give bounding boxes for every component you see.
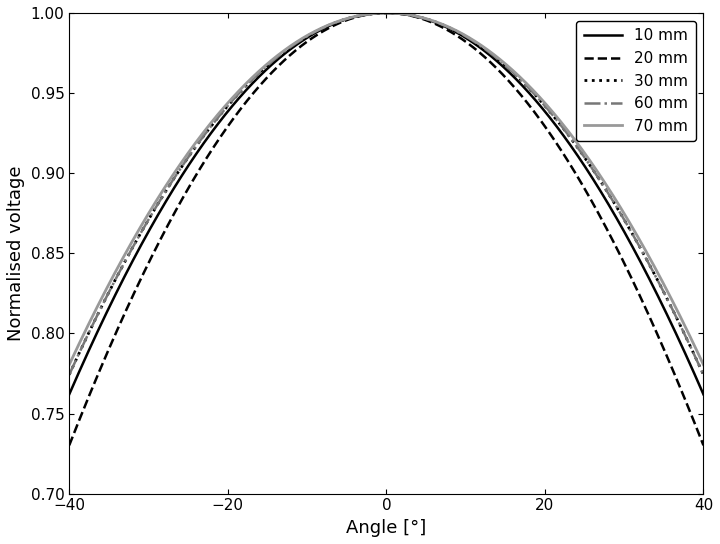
20 mm: [699, 442, 708, 449]
30 mm: [681, 332, 690, 339]
30 mm: [356, 12, 365, 18]
70 mm: [564, 129, 573, 135]
30 mm: [65, 372, 73, 378]
Line: 10 mm: 10 mm: [69, 13, 703, 394]
10 mm: [97, 320, 106, 326]
10 mm: [564, 140, 573, 146]
60 mm: [97, 304, 106, 310]
30 mm: [564, 133, 573, 139]
20 mm: [564, 159, 573, 166]
Line: 30 mm: 30 mm: [69, 13, 703, 375]
20 mm: [97, 363, 106, 369]
Line: 60 mm: 60 mm: [69, 13, 703, 375]
Legend: 10 mm, 20 mm, 30 mm, 60 mm, 70 mm: 10 mm, 20 mm, 30 mm, 60 mm, 70 mm: [576, 21, 696, 141]
10 mm: [373, 10, 382, 16]
60 mm: [680, 332, 689, 338]
60 mm: [681, 332, 690, 339]
10 mm: [65, 391, 73, 398]
70 mm: [373, 10, 382, 16]
70 mm: [681, 324, 690, 330]
20 mm: [356, 13, 365, 19]
X-axis label: Angle [°]: Angle [°]: [346, 519, 426, 537]
10 mm: [681, 350, 690, 357]
60 mm: [564, 133, 573, 139]
60 mm: [356, 12, 365, 18]
70 mm: [699, 361, 708, 368]
60 mm: [382, 10, 390, 16]
20 mm: [382, 10, 390, 16]
70 mm: [680, 323, 689, 330]
10 mm: [680, 350, 689, 356]
20 mm: [681, 397, 690, 404]
Line: 70 mm: 70 mm: [69, 13, 703, 364]
10 mm: [356, 13, 365, 19]
30 mm: [680, 332, 689, 338]
Line: 20 mm: 20 mm: [69, 13, 703, 446]
70 mm: [382, 10, 390, 16]
30 mm: [373, 10, 382, 16]
10 mm: [699, 391, 708, 398]
10 mm: [382, 10, 390, 16]
60 mm: [373, 10, 382, 16]
20 mm: [373, 10, 382, 16]
20 mm: [680, 396, 689, 403]
Y-axis label: Normalised voltage: Normalised voltage: [7, 165, 25, 341]
70 mm: [97, 295, 106, 301]
20 mm: [65, 442, 73, 449]
30 mm: [699, 372, 708, 378]
30 mm: [382, 10, 390, 16]
70 mm: [65, 361, 73, 368]
60 mm: [699, 372, 708, 378]
30 mm: [97, 304, 106, 310]
60 mm: [65, 372, 73, 378]
70 mm: [356, 12, 365, 18]
